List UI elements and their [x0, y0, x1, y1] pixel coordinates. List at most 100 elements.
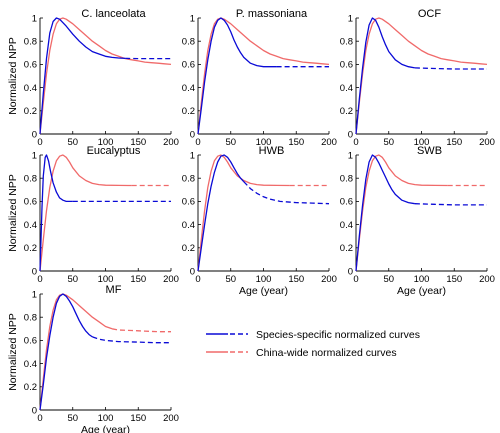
panel-title: OCF	[418, 8, 442, 20]
y-tick-label: 0.8	[24, 174, 37, 185]
y-tick-label: 0.6	[340, 60, 353, 71]
y-tick-label: 0.8	[340, 174, 353, 185]
x-tick-label: 50	[225, 137, 236, 148]
x-tick-label: 100	[256, 137, 272, 148]
y-tick-label: 1	[348, 150, 353, 161]
x-tick-label: 100	[414, 274, 430, 285]
series-line-species-specific-normalized-curves	[355, 17, 416, 135]
panel-title: MF	[106, 284, 122, 296]
x-tick-label: 0	[195, 274, 200, 285]
series-line-species-specific-normalized-curves	[355, 154, 416, 272]
panel-mf: 0 0.2 0.4 0.6 0.8 1 0 50 100 150 200 MF Normalized N…	[7, 284, 179, 433]
series-line-species-specific-normalized-curves	[197, 17, 277, 135]
y-tick-label: 0.8	[182, 37, 195, 48]
panel-title: P. massoniana	[236, 8, 308, 20]
y-tick-label: 0.8	[182, 174, 195, 185]
x-tick-label: 200	[479, 274, 495, 285]
y-tick-label: 0.2	[340, 243, 353, 254]
panel-swb: 0 0.2 0.4 0.6 0.8 1 0 50 100 150 200 SWB Age (year)	[340, 145, 495, 297]
x-tick-label: 50	[67, 137, 78, 148]
y-tick-label: 0.6	[24, 60, 37, 71]
y-tick-label: 0.6	[24, 336, 37, 347]
y-tick-label: 0.4	[24, 359, 37, 370]
x-tick-label: 200	[163, 413, 179, 424]
legend-item-china: China-wide normalized curves	[206, 347, 397, 359]
x-axis-label: Age (year)	[397, 285, 446, 297]
y-axis-label: Normalized NPP	[7, 313, 19, 391]
y-tick-label: 0.4	[182, 83, 195, 94]
panel-title: C. lanceolata	[81, 8, 146, 20]
x-tick-label: 50	[67, 413, 78, 424]
y-tick-label: 0.8	[24, 313, 37, 324]
x-tick-label: 50	[383, 137, 394, 148]
series-line-dashed-species-specific-normalized-curves	[243, 181, 330, 205]
x-tick-label: 0	[353, 274, 358, 285]
panel-eucalyptus: 0 0.2 0.4 0.6 0.8 1 0 50 100 150 200 Eucalyptus Norm…	[7, 145, 179, 285]
legend-label-china: China-wide normalized curves	[256, 347, 397, 359]
x-tick-label: 200	[321, 274, 337, 285]
y-tick-label: 0.6	[24, 197, 37, 208]
y-tick-label: 0.4	[340, 83, 353, 94]
x-tick-label: 50	[225, 274, 236, 285]
y-tick-label: 0.2	[182, 106, 195, 117]
x-tick-label: 0	[37, 137, 42, 148]
y-tick-label: 1	[348, 13, 353, 24]
legend: Species-specific normalized curves China…	[206, 329, 420, 359]
y-tick-label: 0	[190, 266, 195, 277]
panel-title: SWB	[417, 145, 442, 157]
series-line-china-wide-normalized-curves	[39, 17, 172, 135]
series-line-dashed-species-specific-normalized-curves	[414, 203, 487, 206]
y-tick-label: 0.2	[182, 243, 195, 254]
series-line-china-wide-normalized-curves	[197, 17, 330, 135]
x-axis-label: Age (year)	[239, 285, 288, 297]
series-line-china-wide-normalized-curves	[39, 154, 132, 272]
series-line-dashed-species-specific-normalized-curves	[92, 336, 171, 344]
y-tick-label: 0	[32, 405, 37, 416]
x-tick-label: 100	[98, 274, 114, 285]
panel-ocf: 0 0.2 0.4 0.6 0.8 1 0 50 100 150 200 OCF	[340, 8, 495, 148]
x-tick-label: 200	[479, 137, 495, 148]
y-tick-label: 1	[190, 150, 195, 161]
x-tick-label: 150	[130, 137, 146, 148]
y-tick-label: 0.6	[182, 60, 195, 71]
y-tick-label: 1	[32, 150, 37, 161]
y-tick-label: 1	[190, 13, 195, 24]
y-tick-label: 0.4	[340, 220, 353, 231]
y-tick-label: 0.6	[340, 197, 353, 208]
y-tick-label: 0.8	[340, 37, 353, 48]
x-tick-label: 100	[98, 137, 114, 148]
x-tick-label: 150	[130, 274, 146, 285]
series-line-species-specific-normalized-curves	[39, 293, 93, 411]
panel-p-massoniana: 0 0.2 0.4 0.6 0.8 1 0 50 100 150 200 P. massoniana	[182, 8, 337, 148]
x-tick-label: 200	[321, 137, 337, 148]
series-line-dashed-china-wide-normalized-curves	[111, 328, 171, 333]
series-line-dashed-species-specific-normalized-curves	[414, 67, 487, 70]
x-tick-label: 100	[256, 274, 272, 285]
series-line-species-specific-normalized-curves	[39, 17, 126, 135]
y-axis-label: Normalized NPP	[7, 174, 19, 252]
y-tick-label: 0	[32, 129, 37, 140]
x-tick-label: 0	[37, 413, 42, 424]
y-tick-label: 0.4	[24, 220, 37, 231]
x-tick-label: 100	[98, 413, 114, 424]
y-tick-label: 1	[32, 289, 37, 300]
y-tick-label: 0.6	[182, 197, 195, 208]
x-tick-label: 50	[67, 274, 78, 285]
y-tick-label: 0.2	[24, 382, 37, 393]
series-line-species-specific-normalized-curves	[197, 154, 245, 272]
y-tick-label: 0	[32, 266, 37, 277]
y-tick-label: 0.2	[24, 106, 37, 117]
x-tick-label: 150	[446, 137, 462, 148]
y-axis-label: Normalized NPP	[7, 37, 19, 115]
x-tick-label: 150	[288, 274, 304, 285]
y-tick-label: 0.2	[340, 106, 353, 117]
series-line-china-wide-normalized-curves	[39, 293, 113, 411]
x-tick-label: 150	[288, 137, 304, 148]
x-tick-label: 0	[353, 137, 358, 148]
x-axis-label: Age (year)	[81, 424, 130, 433]
legend-item-species: Species-specific normalized curves	[206, 329, 420, 341]
panel-title: HWB	[259, 145, 285, 157]
legend-label-species: Species-specific normalized curves	[256, 329, 420, 341]
series-line-china-wide-normalized-curves	[197, 154, 290, 272]
